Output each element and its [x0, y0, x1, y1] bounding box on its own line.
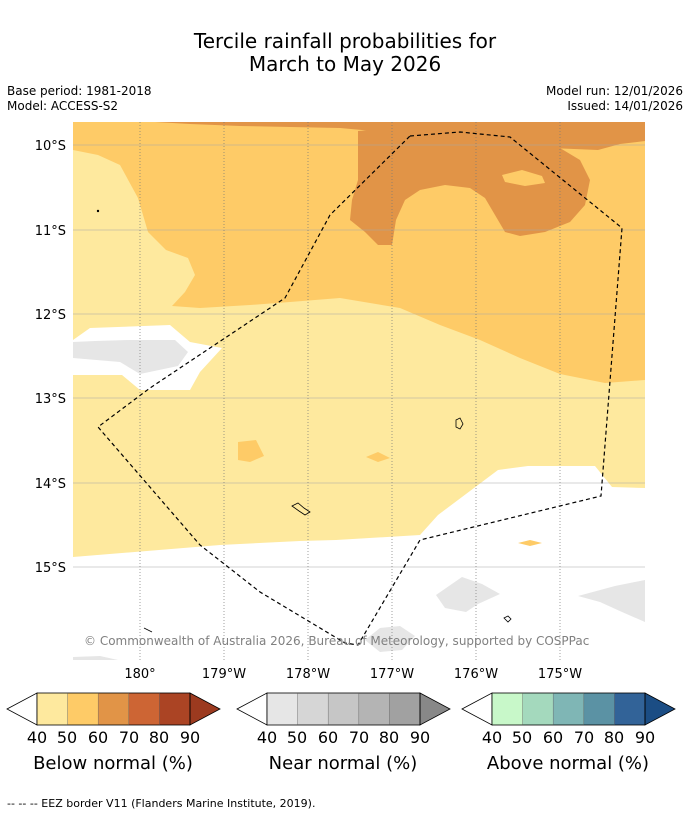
- island-dot-northwest: [96, 209, 100, 213]
- copyright-text: © Commonwealth of Australia 2026, Bureau…: [84, 634, 589, 648]
- legend-swatch: [37, 693, 68, 725]
- lat-label: 10°S: [35, 139, 66, 154]
- lon-label: 180°: [124, 667, 155, 682]
- eez-border: [97, 131, 623, 646]
- legend-extend-high: [419, 692, 451, 726]
- legend-swatch: [358, 693, 390, 725]
- legend-extend-low: [236, 692, 268, 726]
- near-normal-40-50-patch-south: [436, 577, 500, 612]
- near-normal-40-50-patch-southeast: [578, 580, 645, 622]
- legend-tick: 60: [543, 728, 563, 747]
- legend-tick: 70: [574, 728, 594, 747]
- island-small-south: [503, 615, 512, 623]
- legend-swatch: [328, 693, 359, 725]
- legend-swatch: [267, 693, 298, 725]
- legend-tick: 40: [27, 728, 47, 747]
- legend-swatch: [553, 693, 584, 725]
- legend-tick: 80: [604, 728, 624, 747]
- near-normal-40-50-patch-bottom: [365, 626, 415, 652]
- legend-above-normal: 40 50 60 70 80 90 Above normal (%): [461, 692, 676, 774]
- legend-tick: 90: [635, 728, 655, 747]
- legend-extend-high: [189, 692, 221, 726]
- lat-label: 15°S: [35, 561, 66, 576]
- islands: [96, 209, 512, 633]
- below-normal-50-60-spot-center: [366, 452, 390, 462]
- island-uvea: [455, 417, 464, 430]
- legend-tick: 50: [287, 728, 307, 747]
- lon-label: 178°W: [286, 667, 330, 682]
- legend-extend-high: [644, 692, 676, 726]
- near-normal-40-50-patch-west: [73, 340, 188, 374]
- legend-outline: [266, 692, 421, 726]
- legend-swatch: [67, 693, 99, 725]
- forecast-field: © Commonwealth of Australia 2026, Bureau…: [73, 122, 645, 660]
- near-normal-40-50-patch-bottom-left: [73, 656, 118, 660]
- legend-outline: [491, 692, 646, 726]
- legend-ticks: 40 50 60 70 80 90: [482, 728, 655, 747]
- legend-swatch: [297, 693, 329, 725]
- longitude-labels: 180° 179°W 178°W 177°W 176°W 175°W: [124, 667, 582, 682]
- legend-tick: 90: [410, 728, 430, 747]
- legend-tick: 80: [379, 728, 399, 747]
- legend-tick: 40: [257, 728, 277, 747]
- legend-tick: 70: [119, 728, 139, 747]
- legend-tick: 70: [349, 728, 369, 747]
- model-run: Model run: 12/01/2026: [545, 84, 683, 98]
- legend-swatch: [98, 693, 129, 725]
- legend-swatch: [389, 693, 420, 725]
- legend-tick: 80: [149, 728, 169, 747]
- legend-tick: 60: [318, 728, 338, 747]
- island-bottom-left: [143, 627, 153, 633]
- legends: 40 50 60 70 80 90 Below normal (%) 40 50…: [6, 692, 676, 774]
- legend-tick: 50: [57, 728, 77, 747]
- meta-right: Model run: 12/01/2026 Issued: 14/01/2026: [546, 84, 683, 114]
- lon-label: 177°W: [370, 667, 414, 682]
- legend-title: Below normal (%): [33, 753, 193, 774]
- eez-footnote: -- -- -- EEZ border V11 (Flanders Marine…: [7, 797, 316, 810]
- legend-swatch: [492, 693, 523, 725]
- below-normal-60-70-region: [155, 122, 645, 245]
- lon-label: 179°W: [202, 667, 246, 682]
- below-normal-50-60-spot-west: [238, 440, 264, 462]
- lon-label: 175°W: [538, 667, 582, 682]
- lat-label: 12°S: [35, 308, 66, 323]
- legend-title: Near normal (%): [269, 753, 418, 774]
- legend-below-normal: 40 50 60 70 80 90 Below normal (%): [6, 692, 221, 774]
- base-period: Base period: 1981-2018: [7, 84, 152, 98]
- legend-tick: 50: [512, 728, 532, 747]
- legend-swatch: [614, 693, 645, 725]
- legend-swatch: [159, 693, 190, 725]
- legend-ticks: 40 50 60 70 80 90: [257, 728, 430, 747]
- meta-left: Base period: 1981-2018 Model: ACCESS-S2: [7, 84, 152, 114]
- issued-date: Issued: 14/01/2026: [567, 99, 683, 113]
- legend-ticks: 40 50 60 70 80 90: [27, 728, 200, 747]
- legend-tick: 60: [88, 728, 108, 747]
- legend-swatch: [522, 693, 554, 725]
- legend-extend-low: [461, 692, 493, 726]
- lon-label: 176°W: [454, 667, 498, 682]
- latitude-labels: 10°S 11°S 12°S 13°S 14°S 15°S: [35, 139, 66, 576]
- legend-title: Above normal (%): [487, 753, 649, 774]
- legend-outline: [36, 692, 191, 726]
- legend-extend-low: [6, 692, 38, 726]
- below-normal-50-60-spot-south: [518, 540, 542, 546]
- lat-label: 14°S: [35, 477, 66, 492]
- legend-swatch: [583, 693, 615, 725]
- graticule: [73, 144, 645, 568]
- legend-tick: 40: [482, 728, 502, 747]
- title-line-2: March to May 2026: [248, 52, 442, 76]
- chart-title: Tercile rainfall probabilities for March…: [0, 30, 690, 76]
- title-line-1: Tercile rainfall probabilities for: [193, 29, 497, 53]
- island-futuna: [291, 502, 311, 516]
- legend-swatch: [128, 693, 160, 725]
- below-normal-50-60-bump: [502, 170, 545, 186]
- lat-label: 11°S: [35, 224, 66, 239]
- lat-label: 13°S: [35, 392, 66, 407]
- model-name: Model: ACCESS-S2: [7, 99, 119, 113]
- legend-tick: 90: [180, 728, 200, 747]
- legend-near-normal: 40 50 60 70 80 90 Near normal (%): [236, 692, 451, 774]
